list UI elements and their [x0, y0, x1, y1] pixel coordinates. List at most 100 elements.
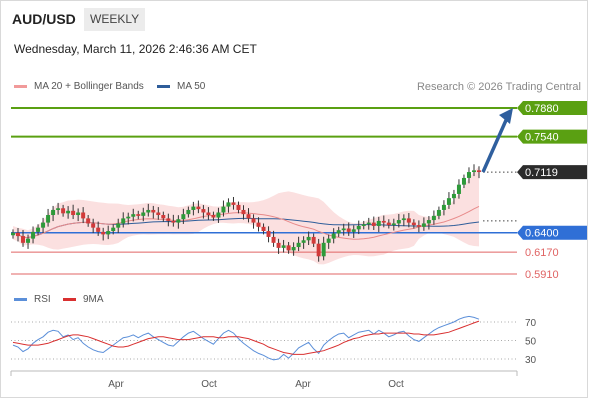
candle	[471, 164, 476, 177]
candle	[441, 200, 446, 216]
candle-body	[321, 242, 326, 257]
candle-body	[101, 231, 106, 235]
candle-body	[46, 215, 51, 223]
candle	[121, 212, 126, 228]
candle	[381, 215, 386, 228]
candle-body	[331, 233, 336, 239]
candle	[216, 207, 221, 223]
candle	[106, 225, 111, 240]
candle	[226, 198, 231, 213]
candle-body	[311, 236, 316, 244]
candle-body	[231, 202, 236, 205]
candle-body	[51, 209, 56, 216]
candle-body	[291, 247, 296, 251]
candle	[366, 217, 371, 230]
candle-body	[461, 177, 466, 185]
timeframe-badge[interactable]: WEEKLY	[84, 8, 146, 31]
candle	[151, 205, 156, 219]
candle	[281, 239, 286, 253]
candle-body	[176, 219, 181, 223]
candle-body	[36, 227, 41, 232]
candle	[341, 223, 346, 236]
candle	[311, 233, 316, 248]
candle	[246, 208, 251, 223]
candle	[436, 206, 441, 220]
candle-body	[301, 240, 306, 243]
legend-9ma-swatch	[63, 297, 76, 301]
candle	[326, 234, 331, 249]
candle-body	[326, 238, 331, 243]
candle	[271, 230, 276, 247]
candle	[391, 218, 396, 231]
candle	[386, 219, 391, 229]
candle-body	[31, 231, 36, 239]
candle	[251, 214, 256, 229]
candle	[411, 219, 416, 229]
candle	[141, 207, 146, 222]
candle	[416, 220, 421, 233]
legend-rsi-swatch	[14, 297, 27, 301]
candle	[111, 224, 116, 235]
current-price-label: 0.7119	[525, 167, 558, 179]
rsi-line	[12, 315, 480, 361]
candle	[286, 241, 291, 254]
candle-body	[401, 218, 406, 221]
ma20-line	[12, 205, 480, 240]
candle	[161, 211, 166, 222]
x-tick-label: Oct	[201, 379, 217, 390]
candle-body	[456, 184, 461, 194]
candle	[406, 212, 411, 228]
candle	[186, 206, 191, 218]
legend-ma50-label: MA 50	[177, 81, 206, 92]
candle	[296, 236, 301, 252]
candle	[321, 236, 326, 261]
candle-body	[276, 242, 281, 248]
candle-body	[296, 242, 301, 248]
legend-ma20: MA 20 + Bollinger Bands	[14, 81, 144, 93]
rsi-ma9-line	[12, 320, 480, 355]
candle-body	[446, 198, 451, 205]
candle	[51, 205, 56, 222]
candle-body	[346, 228, 351, 232]
candle-body	[76, 212, 81, 216]
level-label-0.6400: 0.6400	[525, 228, 559, 240]
candle-body	[386, 222, 391, 226]
candle-body	[86, 218, 91, 224]
legend-ma50-swatch	[157, 84, 170, 88]
candle	[336, 226, 341, 237]
candle	[146, 203, 151, 217]
candle-body	[211, 215, 216, 218]
candle	[451, 189, 456, 205]
candle	[166, 213, 171, 227]
current-price-tag	[517, 165, 587, 180]
candle-body	[441, 204, 446, 210]
candle-body	[251, 218, 256, 223]
candle	[456, 179, 461, 199]
candle	[356, 220, 361, 235]
candle-body	[81, 212, 86, 219]
candle-body	[356, 225, 361, 230]
bollinger-bands-fill	[13, 166, 479, 265]
candle	[36, 224, 41, 236]
symbol-title: AUD/USD	[12, 11, 76, 27]
level-tag-0.7880	[517, 101, 587, 115]
forecast-arrow-shaft	[481, 117, 509, 173]
candle-body	[146, 209, 151, 213]
candle-body	[341, 228, 346, 231]
copyright-text: Research © 2026 Trading Central	[416, 81, 581, 93]
candle	[306, 231, 311, 246]
level-label-0.5910: 0.5910	[525, 269, 559, 281]
candle-body	[41, 222, 46, 228]
level-tag-0.6400	[517, 225, 587, 240]
candle	[16, 227, 21, 242]
candle-body	[306, 236, 311, 241]
candle	[276, 238, 281, 254]
candle	[21, 230, 26, 247]
candle-body	[201, 209, 206, 213]
candle-body	[266, 231, 271, 237]
candle	[236, 201, 241, 214]
candle	[211, 211, 216, 221]
candle	[181, 208, 186, 224]
candle-body	[477, 170, 481, 173]
candle	[176, 215, 181, 229]
